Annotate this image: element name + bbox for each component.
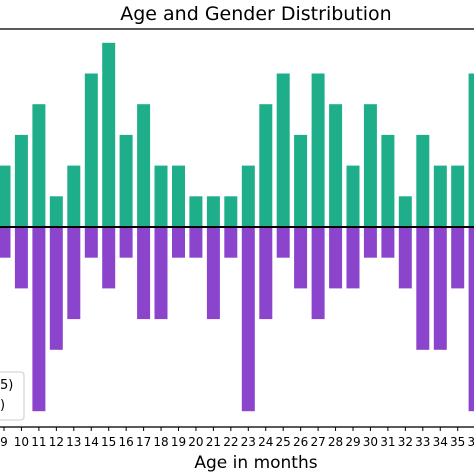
bar-series1-28 [329,104,343,227]
bar-series2-29 [346,227,360,289]
x-tick-label: 32 [398,435,413,449]
bar-series1-15 [102,42,116,227]
x-tick-label: 17 [136,435,151,449]
bar-series1-23 [241,165,255,227]
x-tick-label: 18 [153,435,168,449]
x-tick-label: 31 [380,435,395,449]
bar-series2-13 [67,227,81,320]
x-tick-label: 27 [310,435,325,449]
bar-series1-17 [137,104,151,227]
chart-title: Age and Gender Distribution [120,3,391,25]
bar-series2-36 [468,227,474,412]
bar-series1-14 [84,73,98,227]
bar-series2-12 [49,227,63,350]
x-tick-label: 35 [450,435,465,449]
bar-series1-32 [398,196,412,227]
plot-area [0,28,474,428]
bar-series1-10 [14,134,28,227]
bar-series2-10 [14,227,28,289]
bar-series2-32 [398,227,412,289]
x-tick-label: 20 [188,435,203,449]
x-tick-label: 16 [119,435,134,449]
x-tick-label: 26 [293,435,308,449]
bar-series1-13 [67,165,81,227]
x-tick-label: 23 [241,435,256,449]
bar-series1-9 [0,165,11,227]
x-tick-label: 21 [206,435,221,449]
bar-series1-34 [433,165,447,227]
x-tick-label: 19 [171,435,186,449]
x-tick-label: 25 [276,435,291,449]
bar-series2-24 [259,227,273,320]
x-tick-label: 11 [31,435,46,449]
x-tick-label: 9 [0,435,8,449]
x-tick-label: 22 [223,435,238,449]
legend: 5)) [0,371,25,421]
x-tick-label: 10 [14,435,29,449]
x-tick-label: 29 [345,435,360,449]
x-tick-label: 15 [101,435,116,449]
bar-series2-15 [102,227,116,289]
bar-series2-17 [137,227,151,320]
bar-series1-29 [346,165,360,227]
bar-series2-20 [189,227,203,258]
bar-series1-18 [154,165,168,227]
bar-series1-20 [189,196,203,227]
bar-series2-34 [433,227,447,350]
x-tick-label: 28 [328,435,343,449]
bar-series2-28 [329,227,343,289]
bar-series2-27 [311,227,325,320]
x-tick-label: 14 [84,435,99,449]
x-tick-label: 13 [66,435,81,449]
bar-series1-26 [294,134,308,227]
bar-series2-33 [416,227,430,350]
plot-frame [0,28,474,428]
bar-series2-22 [224,227,238,258]
bar-layer [0,42,474,412]
x-tick-label: 12 [49,435,64,449]
bar-series1-35 [451,165,465,227]
bar-series1-11 [32,104,46,227]
bar-series1-21 [206,196,220,227]
legend-entry-2: ) [0,398,5,413]
x-tick-label: 33 [415,435,430,449]
x-axis-label: Age in months [194,453,317,473]
bar-series2-30 [363,227,377,258]
bar-series1-25 [276,73,290,227]
bar-series2-14 [84,227,98,258]
bar-series2-31 [381,227,395,258]
x-tick-label: 36 [468,435,474,449]
legend-entry-1: 5) [0,378,13,393]
bar-series1-19 [172,165,185,227]
x-tick-label: 24 [258,435,273,449]
bar-series1-24 [259,104,273,227]
bar-series1-16 [119,134,133,227]
x-tick-label: 30 [363,435,378,449]
bar-series2-16 [119,227,133,258]
bar-series1-30 [363,104,377,227]
bar-series2-35 [451,227,465,289]
bar-series2-26 [294,227,308,289]
bar-series1-27 [311,73,325,227]
bar-series2-9 [0,227,11,258]
x-tick-label: 34 [433,435,448,449]
bar-series1-31 [381,134,395,227]
bar-series2-23 [241,227,255,412]
legend-box [0,371,25,421]
bar-series1-12 [49,196,63,227]
bar-series2-19 [172,227,185,258]
bar-series2-21 [206,227,220,320]
bar-series1-33 [416,134,430,227]
bar-series2-11 [32,227,46,412]
bar-series1-36 [468,73,474,227]
bar-series2-25 [276,227,290,258]
bar-series2-18 [154,227,168,320]
bar-series1-22 [224,196,238,227]
x-tick-labels: 9 10 11 12 13 14 15 16 17 18 19 20 21 22 23 24 25 26 27 28 2… [0,427,474,449]
